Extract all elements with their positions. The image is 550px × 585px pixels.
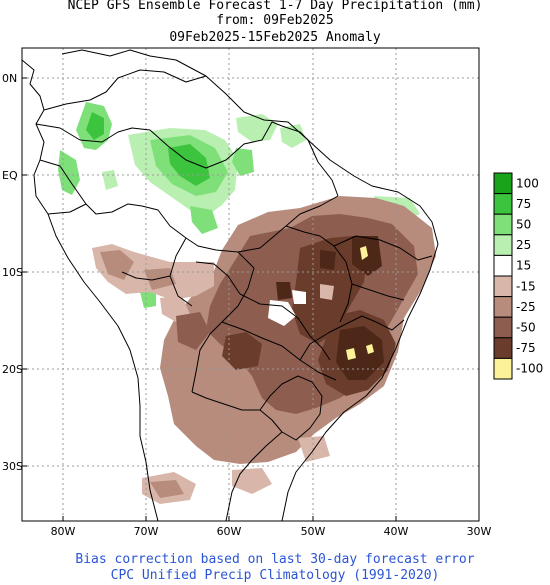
forecast-from-date: from: 09Feb2025 — [216, 13, 334, 28]
legend-swatch — [493, 254, 513, 277]
climatology-note: CPC Unified Precip Climatology (1991-202… — [110, 568, 440, 583]
legend-label: 100 — [516, 176, 539, 190]
legend-label: 25 — [516, 238, 531, 252]
latitude-labels: 0N EQ 10S 20S 30S — [2, 72, 23, 473]
lon-label-30w: 30W — [467, 525, 492, 538]
plot-frame — [21, 47, 480, 522]
country-borders — [22, 49, 439, 521]
legend-swatch — [493, 234, 513, 256]
legend-swatch — [493, 213, 513, 236]
legend-label: 75 — [516, 197, 531, 211]
bias-correction-note: Bias correction based on last 30-day for… — [75, 552, 475, 567]
legend-label: -50 — [516, 321, 536, 335]
lon-label-70w: 70W — [134, 525, 159, 538]
lat-label-eq: EQ — [2, 169, 18, 182]
legend-label: -25 — [516, 300, 536, 314]
lat-label-10s: 10S — [2, 266, 23, 279]
legend-swatch — [493, 275, 513, 298]
longitude-labels: 80W 70W 60W 50W 40W 30W — [51, 525, 492, 538]
legend-swatch — [493, 193, 513, 215]
lon-label-60w: 60W — [217, 525, 242, 538]
legend-label: -75 — [516, 341, 536, 355]
very-dry-spots — [346, 246, 374, 360]
lon-label-50w: 50W — [301, 525, 326, 538]
legend-label: 15 — [516, 259, 531, 273]
lon-label-40w: 40W — [384, 525, 409, 538]
legend-swatch — [493, 296, 513, 318]
map-plot-area — [22, 48, 479, 521]
lon-label-80w: 80W — [51, 525, 76, 538]
color-legend: 100 75 50 25 15 -15 -25 -50 -75 -100 — [493, 172, 543, 380]
legend-label: -100 — [516, 362, 543, 376]
tick-marks — [22, 77, 480, 521]
anomaly-period: 09Feb2025-15Feb2025 Anomaly — [169, 30, 381, 45]
lat-lon-grid — [22, 48, 479, 521]
legend-swatch — [493, 316, 513, 339]
legend-swatch — [493, 172, 513, 195]
legend-swatch — [493, 357, 513, 380]
legend-label: -15 — [516, 279, 536, 293]
legend-label: 50 — [516, 218, 531, 232]
lat-label-20s: 20S — [2, 363, 23, 376]
legend-swatch — [493, 337, 513, 359]
map-title: NCEP GFS Ensemble Forecast 1-7 Day Preci… — [67, 0, 483, 13]
lat-label-0n: 0N — [2, 72, 17, 85]
lat-label-30s: 30S — [2, 460, 23, 473]
